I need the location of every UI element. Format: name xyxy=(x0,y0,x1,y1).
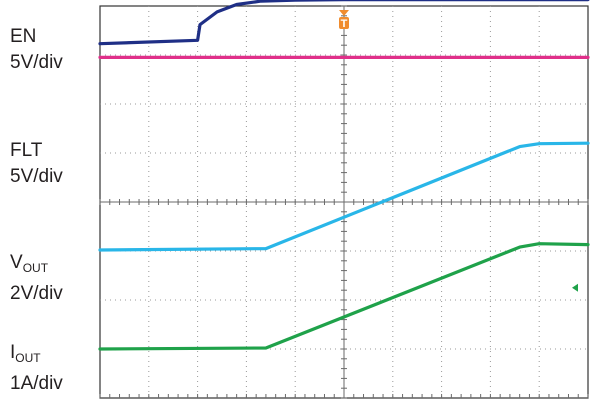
iout-level-arrow-icon xyxy=(572,283,578,292)
trigger-arrow-icon xyxy=(339,10,349,16)
scope-traces xyxy=(98,0,590,351)
channel-scale-flt: 5V/div xyxy=(10,166,63,187)
channel-scale-en: 5V/div xyxy=(10,52,63,73)
channel-label-flt: FLT 5V/div xyxy=(10,138,63,190)
channel-name-iout: IOUT xyxy=(10,342,41,365)
scope-grid xyxy=(99,5,589,399)
trace-iout xyxy=(98,242,590,351)
channel-name-vout: VOUT xyxy=(10,252,49,275)
trigger-label: T xyxy=(341,18,348,30)
channel-scale-vout: 2V/div xyxy=(10,283,63,304)
channel-label-vout: VOUT 2V/div xyxy=(10,250,63,307)
channel-name-en: EN xyxy=(10,26,37,47)
channel-label-en: EN 5V/div xyxy=(10,24,63,76)
trace-vout xyxy=(98,141,590,252)
scope-markers: T xyxy=(339,10,578,292)
trigger-marker-icon: T xyxy=(339,10,349,30)
channel-labels: EN 5V/div FLT 5V/div VOUT 2V/div IOUT 1A… xyxy=(0,0,96,402)
channel-label-iout: IOUT 1A/div xyxy=(10,340,63,397)
trace-en xyxy=(98,0,590,46)
channel-scale-iout: 1A/div xyxy=(10,373,63,394)
channel-name-flt: FLT xyxy=(10,140,43,161)
trigger-box-icon xyxy=(339,17,349,29)
